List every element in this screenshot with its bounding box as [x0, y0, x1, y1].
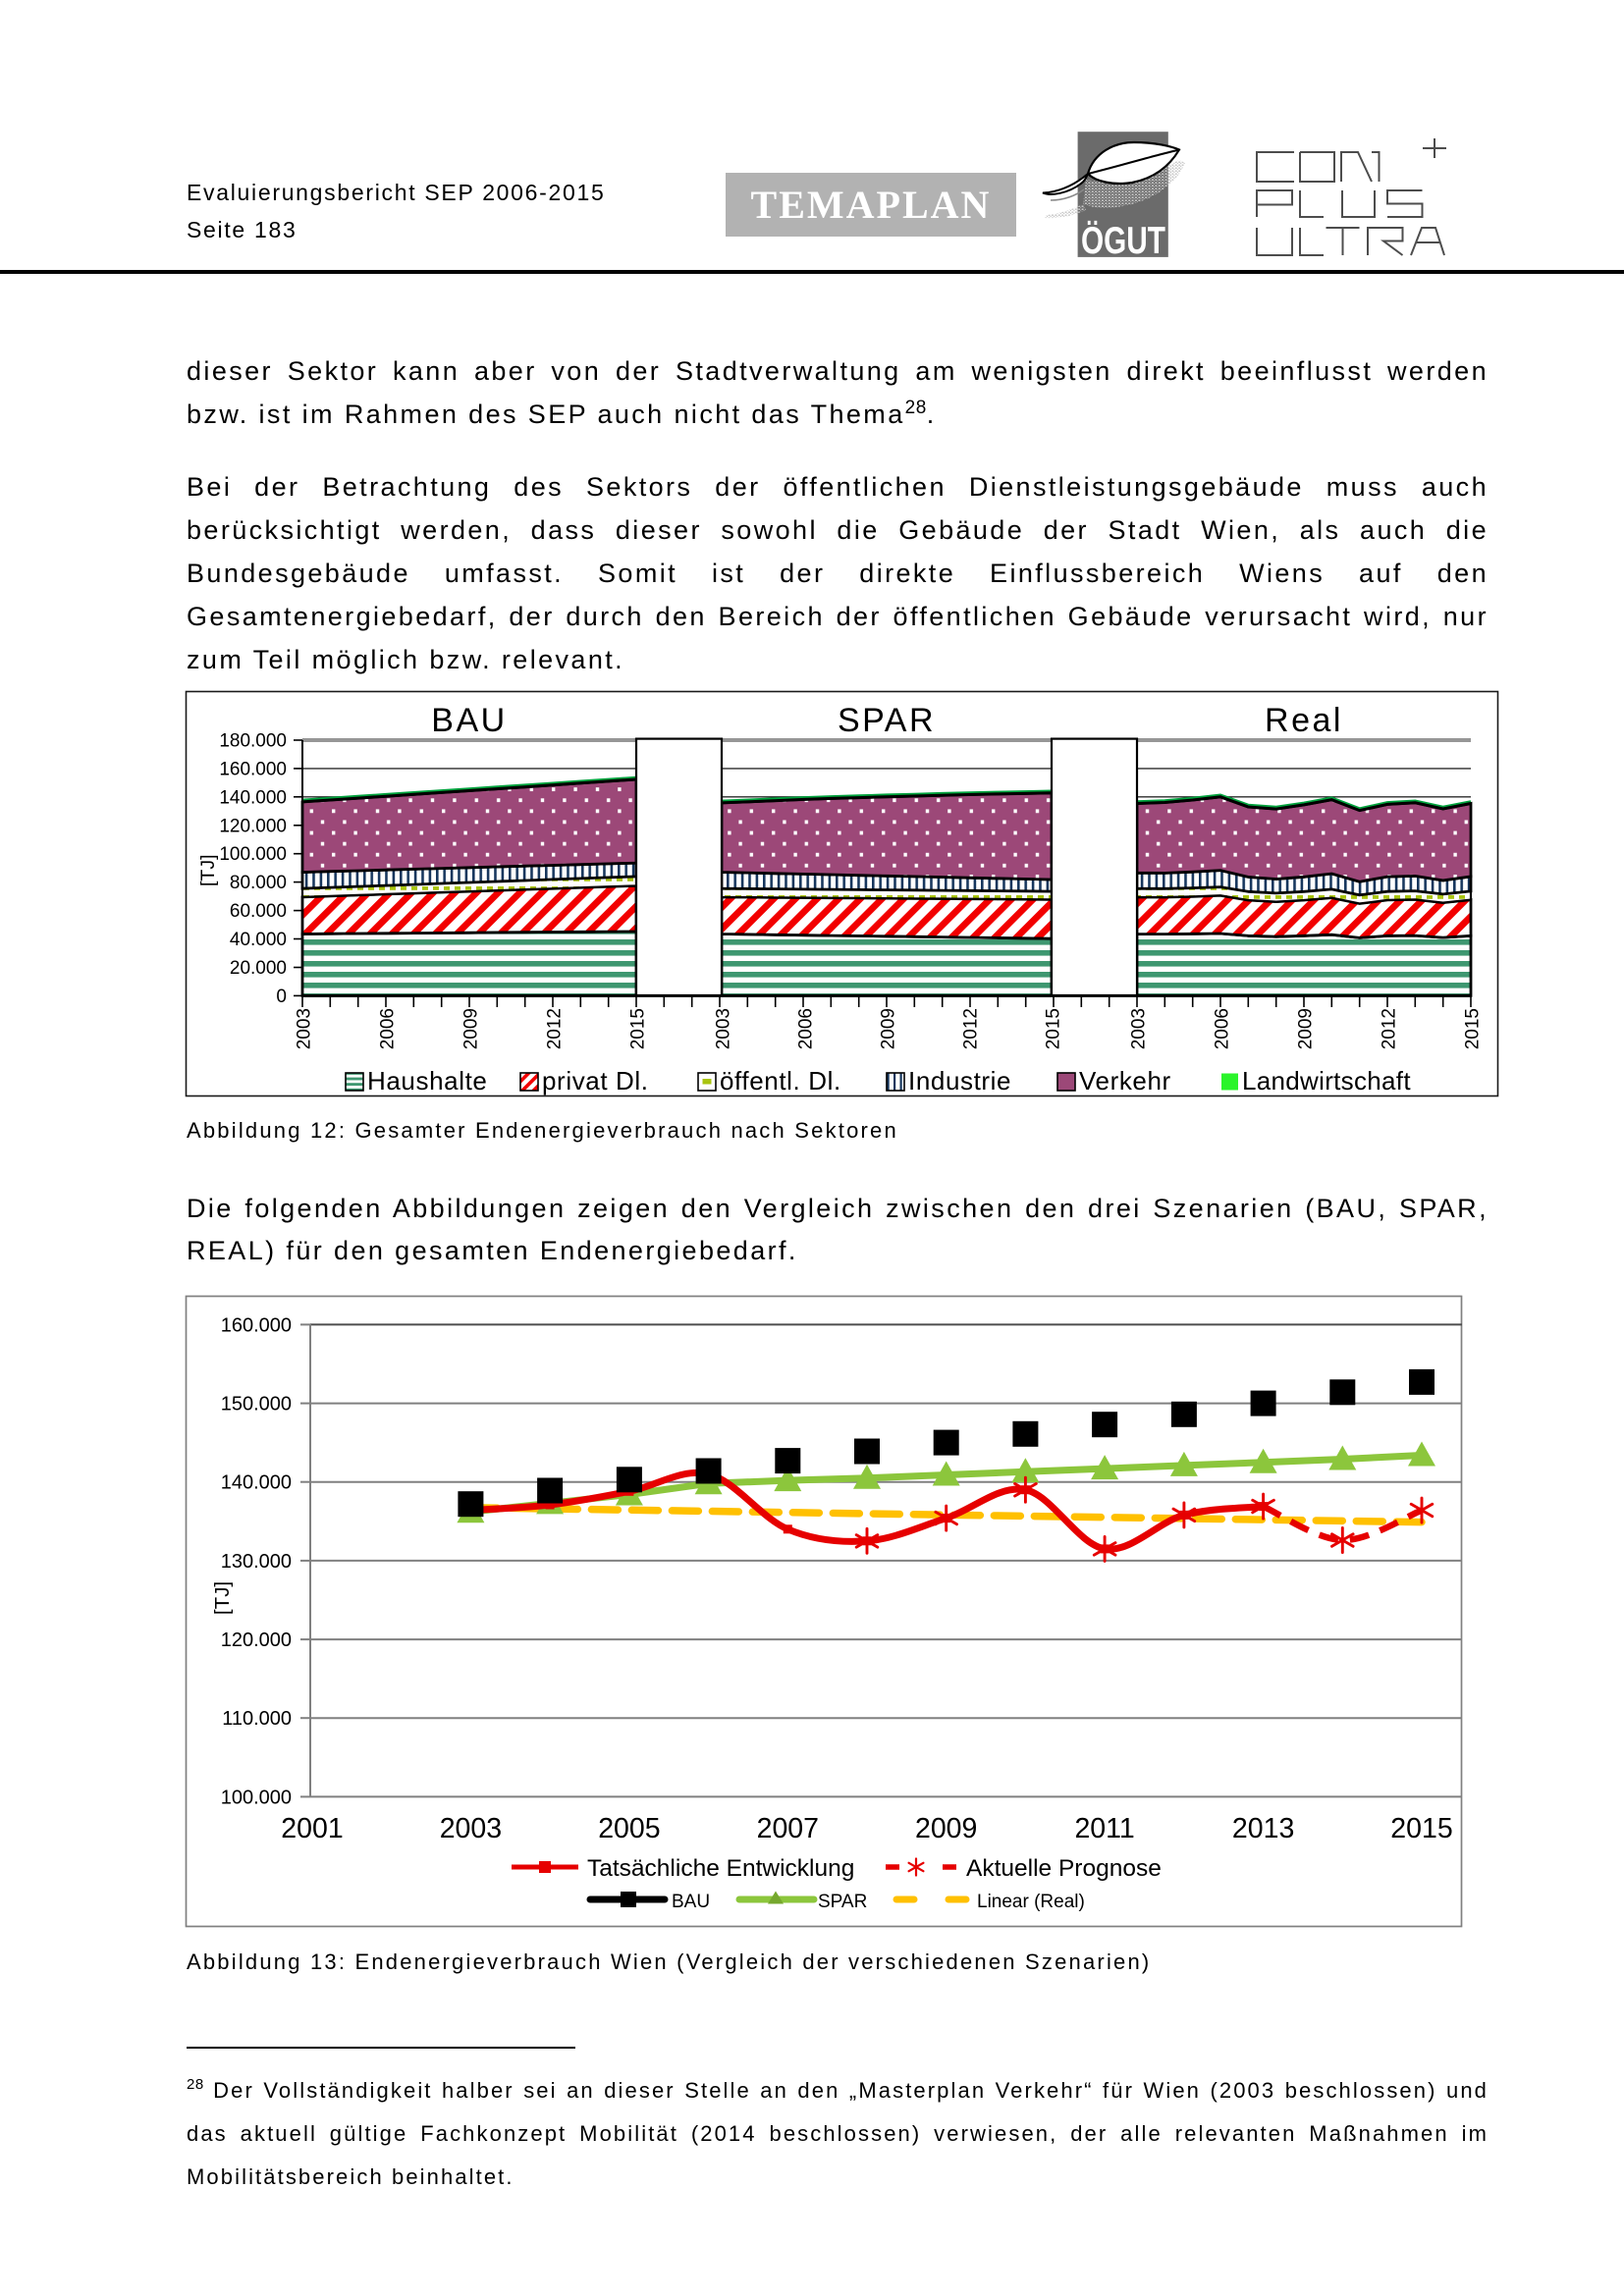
svg-text:2006: 2006 [796, 1008, 817, 1049]
svg-text:60.000: 60.000 [230, 901, 287, 922]
svg-text:[TJ]: [TJ] [211, 1581, 234, 1615]
svg-text:20.000: 20.000 [230, 958, 287, 979]
svg-text:Real: Real [1265, 702, 1343, 739]
svg-text:2001: 2001 [281, 1813, 343, 1844]
svg-text:ÖGUT: ÖGUT [1081, 220, 1165, 262]
svg-text:2015: 2015 [1463, 1008, 1484, 1049]
svg-text:150.000: 150.000 [221, 1394, 292, 1415]
svg-text:2015: 2015 [628, 1008, 649, 1049]
svg-text:2009: 2009 [1296, 1008, 1317, 1049]
svg-text:Industrie: Industrie [908, 1066, 1011, 1095]
svg-text:BAU: BAU [672, 1892, 710, 1912]
svg-text:2009: 2009 [879, 1008, 899, 1049]
svg-text:2005: 2005 [598, 1813, 660, 1844]
svg-text:2012: 2012 [1380, 1008, 1400, 1049]
svg-text:SPAR: SPAR [838, 702, 936, 739]
svg-text:140.000: 140.000 [219, 787, 287, 808]
svg-text:SPAR: SPAR [818, 1892, 867, 1912]
svg-text:2009: 2009 [915, 1813, 977, 1844]
svg-text:120.000: 120.000 [219, 816, 287, 836]
svg-text:2003: 2003 [295, 1008, 315, 1049]
svg-text:160.000: 160.000 [219, 759, 287, 779]
svg-text:Landwirtschaft: Landwirtschaft [1242, 1066, 1411, 1095]
svg-text:100.000: 100.000 [219, 844, 287, 865]
svg-text:Aktuelle Prognose: Aktuelle Prognose [966, 1855, 1162, 1882]
svg-text:2012: 2012 [545, 1008, 566, 1049]
svg-text:2003: 2003 [714, 1008, 734, 1049]
svg-text:2015: 2015 [1390, 1813, 1452, 1844]
svg-text:2012: 2012 [961, 1008, 982, 1049]
svg-text:2015: 2015 [1044, 1008, 1064, 1049]
svg-text:Verkehr: Verkehr [1079, 1066, 1171, 1095]
svg-text:BAU: BAU [431, 702, 507, 739]
svg-text:40.000: 40.000 [230, 930, 287, 950]
svg-text:öffentl. Dl.: öffentl. Dl. [720, 1066, 841, 1095]
svg-text:2006: 2006 [378, 1008, 399, 1049]
svg-text:180.000: 180.000 [219, 731, 287, 752]
svg-text:2007: 2007 [757, 1813, 819, 1844]
svg-text:2009: 2009 [461, 1008, 482, 1049]
svg-text:privat Dl.: privat Dl. [542, 1066, 649, 1095]
svg-text:2011: 2011 [1074, 1813, 1134, 1844]
svg-text:100.000: 100.000 [221, 1787, 292, 1808]
svg-text:110.000: 110.000 [222, 1708, 292, 1730]
svg-text:160.000: 160.000 [221, 1314, 292, 1336]
svg-text:Linear (Real): Linear (Real) [977, 1892, 1085, 1912]
svg-text:130.000: 130.000 [221, 1551, 292, 1573]
svg-text:80.000: 80.000 [230, 873, 287, 893]
svg-text:2003: 2003 [440, 1813, 502, 1844]
svg-text:2013: 2013 [1232, 1813, 1294, 1844]
svg-text:140.000: 140.000 [221, 1472, 292, 1494]
svg-text:2006: 2006 [1213, 1008, 1233, 1049]
svg-text:Haushalte: Haushalte [367, 1066, 487, 1095]
svg-text:Tatsächliche Entwicklung: Tatsächliche Entwicklung [587, 1855, 854, 1882]
svg-text:120.000: 120.000 [221, 1629, 292, 1651]
svg-text:0: 0 [276, 987, 287, 1007]
svg-text:2003: 2003 [1129, 1008, 1150, 1049]
svg-text:[TJ]: [TJ] [197, 855, 219, 887]
